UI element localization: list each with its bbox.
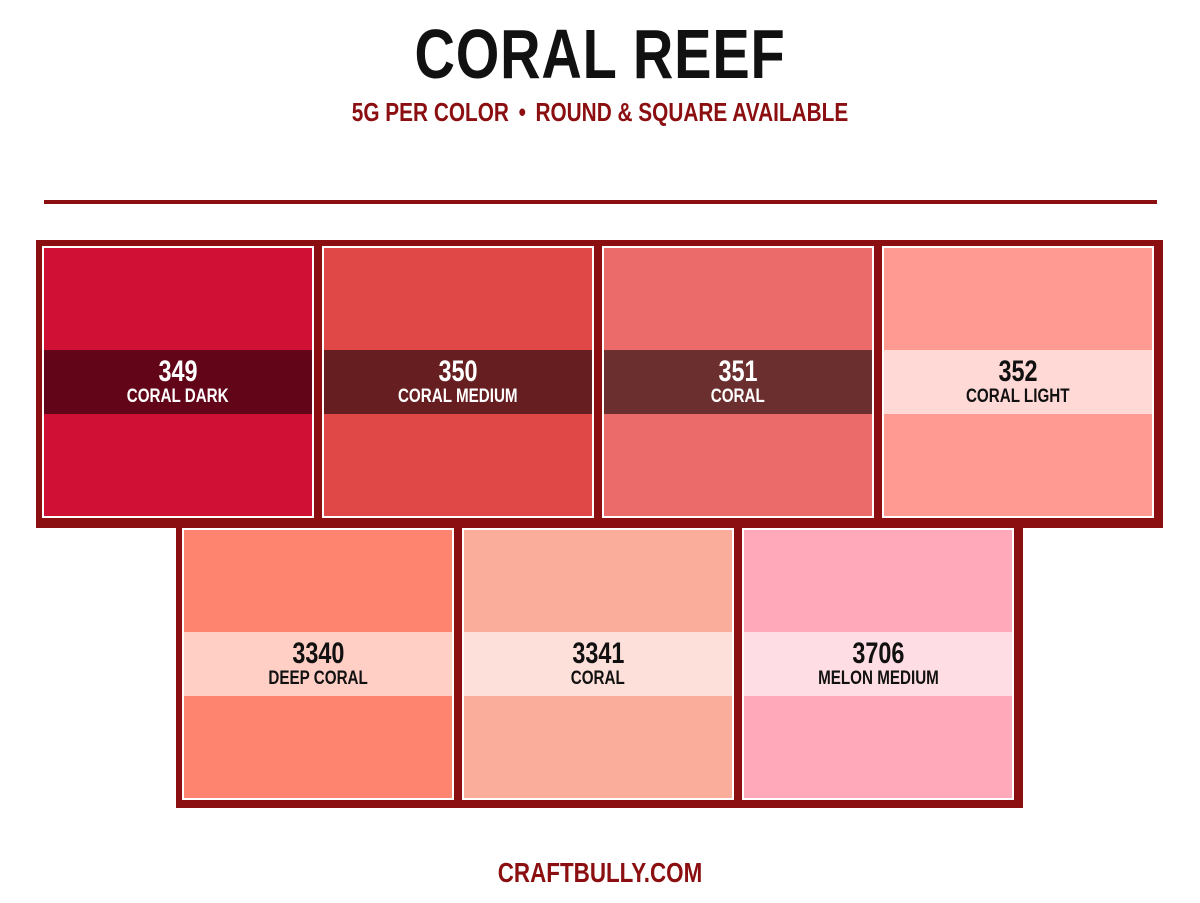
swatch-code: 352 <box>998 355 1038 388</box>
swatch-name: CORAL MEDIUM <box>398 386 518 407</box>
page-subtitle: 5G PER COLOR • ROUND & SQUARE AVAILABLE <box>120 96 1080 128</box>
swatch-label-band: 3341 CORAL <box>464 632 732 696</box>
subtitle-separator: • <box>518 97 526 127</box>
swatch-row-1: 349 CORAL DARK 350 CORAL MEDIUM 351 CORA… <box>36 240 1163 528</box>
swatch-3341: 3341 CORAL <box>462 528 734 800</box>
swatch-352: 352 CORAL LIGHT <box>882 246 1154 518</box>
footer-site-link[interactable]: CRAFTBULLY.COM <box>497 857 703 888</box>
swatch-label-band: 349 CORAL DARK <box>44 350 312 414</box>
swatch-name: DEEP CORAL <box>268 668 368 689</box>
swatch-350: 350 CORAL MEDIUM <box>322 246 594 518</box>
swatch-label-band: 3340 DEEP CORAL <box>184 632 452 696</box>
swatch-label-band: 350 CORAL MEDIUM <box>324 350 592 414</box>
swatch-row-2: 3340 DEEP CORAL 3341 CORAL 3706 MELON ME… <box>176 520 1023 808</box>
swatch-code: 351 <box>718 355 758 388</box>
divider-rule <box>44 200 1157 204</box>
swatch-name: CORAL DARK <box>127 386 229 407</box>
swatch-label-band: 3706 MELON MEDIUM <box>744 632 1012 696</box>
swatch-code: 3340 <box>291 637 345 670</box>
swatch-3706: 3706 MELON MEDIUM <box>742 528 1014 800</box>
swatch-label-band: 351 CORAL <box>604 350 872 414</box>
subtitle-weight: 5G PER COLOR <box>351 97 509 127</box>
swatch-code: 349 <box>158 355 198 388</box>
subtitle-availability: ROUND & SQUARE AVAILABLE <box>535 97 849 127</box>
page-title: CORAL REEF <box>414 15 786 93</box>
swatch-351: 351 CORAL <box>602 246 874 518</box>
swatch-3340: 3340 DEEP CORAL <box>182 528 454 800</box>
swatch-code: 3706 <box>851 637 905 670</box>
swatch-name: CORAL <box>570 668 626 689</box>
swatch-code: 3341 <box>571 637 625 670</box>
swatch-name: CORAL LIGHT <box>966 386 1070 407</box>
swatch-name: CORAL <box>710 386 766 407</box>
swatch-label-band: 352 CORAL LIGHT <box>884 350 1152 414</box>
swatch-name: MELON MEDIUM <box>817 668 939 689</box>
swatch-349: 349 CORAL DARK <box>42 246 314 518</box>
swatch-code: 350 <box>438 355 478 388</box>
